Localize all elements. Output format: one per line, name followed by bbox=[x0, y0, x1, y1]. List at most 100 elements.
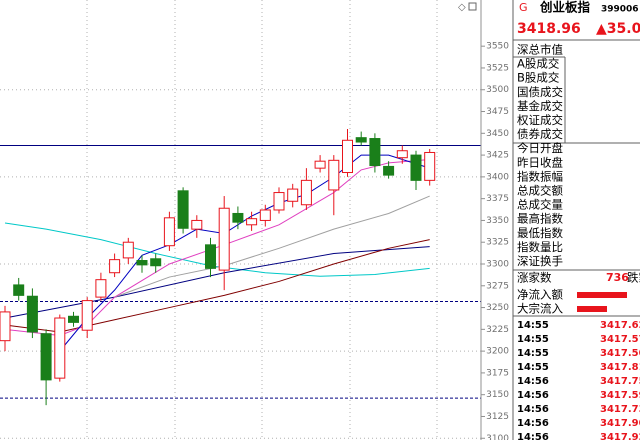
tick-price: 3417.57 bbox=[600, 334, 640, 345]
tick-price: 3417.62 bbox=[600, 320, 640, 331]
plot bbox=[0, 128, 481, 406]
tick-time: 14:55 bbox=[517, 348, 549, 359]
y-tick-label: 3325 bbox=[486, 238, 509, 248]
y-tick-label: 3200 bbox=[486, 347, 509, 357]
candle-body bbox=[259, 209, 271, 221]
field-label: 权证成交 bbox=[517, 113, 563, 127]
y-tick-label: 3475 bbox=[486, 107, 509, 117]
moving-average bbox=[4, 246, 430, 319]
flow-label: 净流入额 bbox=[517, 288, 563, 302]
tick-price: 3417.50 bbox=[600, 348, 640, 359]
tick-time: 14:56 bbox=[517, 376, 549, 387]
candle-body bbox=[136, 260, 148, 266]
field-label: 国债成交 bbox=[517, 85, 563, 99]
icon[interactable]: ◇ bbox=[458, 2, 466, 13]
candle-body bbox=[109, 259, 121, 274]
candle-body bbox=[54, 317, 66, 379]
moving-average bbox=[4, 222, 430, 277]
candle-body bbox=[26, 295, 38, 333]
field-label: 债券成交 bbox=[517, 127, 563, 141]
tick-price: 3417.59 bbox=[600, 390, 640, 401]
advance-label: 涨家数 bbox=[517, 271, 552, 285]
moving-average bbox=[4, 158, 430, 336]
y-tick-label: 3350 bbox=[486, 216, 509, 226]
field-label: A股成交 bbox=[517, 57, 560, 71]
tick-time: 14:55 bbox=[517, 320, 549, 331]
index-name: 创业板指 bbox=[539, 0, 591, 15]
candle-body bbox=[218, 207, 230, 271]
candle-body bbox=[40, 333, 52, 381]
y-tick-label: 3450 bbox=[486, 129, 509, 139]
candle-body bbox=[410, 154, 422, 181]
moving-average bbox=[4, 239, 430, 333]
field-label: 昨日收盘 bbox=[517, 155, 563, 169]
tick-price: 3417.81 bbox=[600, 362, 640, 373]
y-tick-label: 3125 bbox=[486, 412, 509, 422]
y-tick-label: 3275 bbox=[486, 281, 509, 291]
y-tick-label: 3175 bbox=[486, 368, 509, 378]
field-label: B股成交 bbox=[517, 71, 560, 85]
tick-time: 14:56 bbox=[517, 390, 549, 401]
candle-body bbox=[205, 244, 216, 269]
candle-body bbox=[122, 241, 134, 259]
flow-bar bbox=[577, 306, 607, 312]
tick-time: 14:56 bbox=[517, 432, 549, 440]
candle-body bbox=[95, 279, 107, 298]
decline-label: 跌家 bbox=[627, 271, 640, 285]
tick-time: 14:55 bbox=[517, 334, 549, 345]
index-code: 399006 bbox=[601, 5, 639, 15]
candle-body bbox=[342, 139, 353, 174]
change: ▲35.05 bbox=[596, 21, 640, 37]
candle-body bbox=[300, 179, 312, 206]
candle-body bbox=[369, 138, 381, 167]
y-tick-label: 3400 bbox=[486, 172, 509, 182]
y-tick-label: 3425 bbox=[486, 151, 509, 161]
y-tick-label: 3375 bbox=[486, 194, 509, 204]
candle-body bbox=[424, 151, 436, 181]
candle-body bbox=[68, 315, 79, 323]
field-label: 最高指数 bbox=[517, 212, 563, 226]
tick-time: 14:56 bbox=[517, 404, 549, 415]
candle-body bbox=[328, 159, 340, 191]
tick-price: 3417.90 bbox=[600, 418, 640, 429]
icon[interactable] bbox=[468, 2, 477, 11]
flow-label: 大宗流入 bbox=[517, 302, 563, 316]
candle-body bbox=[246, 218, 258, 226]
info-panel: G 创业板指 399006 3418.96 ▲35.05 涨家数 736 跌家 … bbox=[513, 0, 640, 440]
y-tick-label: 3550 bbox=[486, 42, 509, 52]
field-label: 总成交额 bbox=[517, 184, 563, 198]
price: 3418.96 bbox=[517, 21, 581, 37]
field-label: 基金成交 bbox=[517, 99, 563, 113]
candle-body bbox=[396, 150, 408, 159]
moving-average bbox=[114, 195, 430, 298]
y-tick-label: 3300 bbox=[486, 260, 509, 270]
code-prefix: G bbox=[519, 1, 528, 14]
candle-body bbox=[314, 160, 326, 169]
field-label: 指数振幅 bbox=[517, 169, 563, 183]
y-tick-label: 3500 bbox=[486, 85, 509, 95]
field-label: 指数量比 bbox=[517, 240, 563, 254]
candle-body bbox=[232, 212, 244, 223]
candle-body bbox=[150, 258, 162, 267]
flow-bar bbox=[577, 292, 627, 298]
moving-average bbox=[59, 154, 430, 352]
y-tick-label: 3250 bbox=[486, 303, 509, 313]
field-label: 总成交量 bbox=[517, 198, 563, 212]
candle-body bbox=[355, 137, 367, 143]
candle-body bbox=[383, 165, 395, 176]
candle-body bbox=[177, 190, 189, 229]
candle-body bbox=[163, 217, 175, 247]
tick-price: 3417.73 bbox=[600, 404, 640, 415]
candle-body bbox=[0, 311, 11, 342]
y-tick-label: 3525 bbox=[486, 63, 509, 73]
candle-body bbox=[81, 300, 93, 331]
candle-body bbox=[287, 188, 299, 202]
y-tick-label: 3225 bbox=[486, 325, 509, 335]
tick-time: 14:55 bbox=[517, 362, 549, 373]
tick-time: 14:56 bbox=[517, 418, 549, 429]
advance-count: 736 bbox=[606, 271, 629, 284]
field-label: 深总市值 bbox=[517, 43, 563, 57]
field-label: 今日开盘 bbox=[517, 141, 563, 155]
y-tick-label: 3100 bbox=[486, 434, 509, 440]
